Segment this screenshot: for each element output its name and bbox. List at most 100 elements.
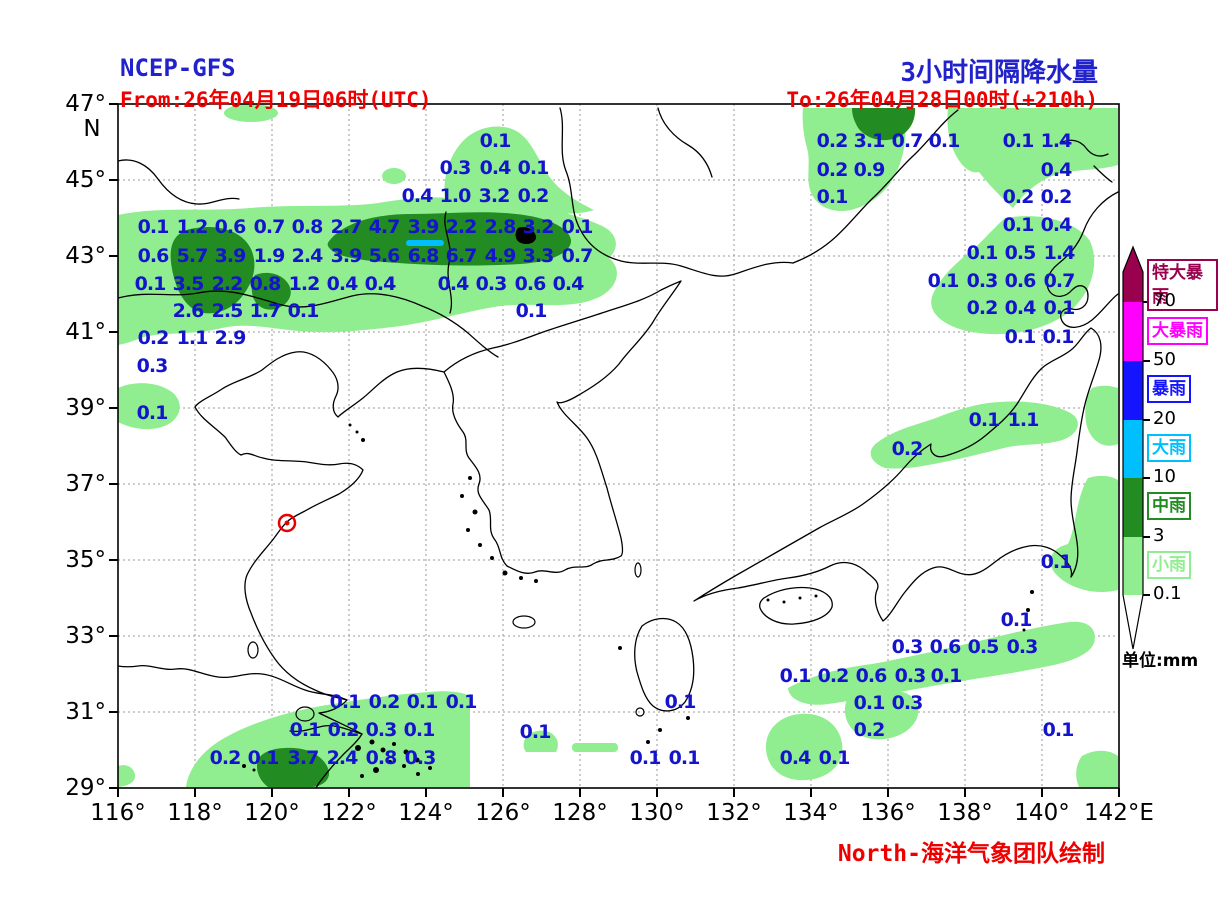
valid-from-time: From:26年04月19日06时(UTC): [120, 88, 432, 112]
precip-value-label: 0.2: [368, 691, 401, 713]
x-tick-label: 136°: [860, 800, 916, 826]
precip-value-label: 0.2: [817, 665, 850, 687]
valid-to-time: To:26年04月28日00时(+210h): [786, 88, 1098, 112]
precip-value-label: 1.4: [1043, 242, 1076, 264]
precip-value-label: 0.2: [209, 747, 242, 769]
precip-value-label: 0.1: [1000, 609, 1033, 631]
border-line: [444, 211, 453, 314]
precip-value-label: 0.3: [966, 270, 999, 292]
precip-value-label: 0.1: [1002, 214, 1035, 236]
legend-threshold-label: 70: [1153, 290, 1176, 311]
precip-value-label: 3.2: [522, 216, 555, 238]
x-tick-label: 120°: [244, 800, 300, 826]
precip-value-label: 0.4: [552, 273, 585, 295]
legend-category-label: 中雨: [1147, 492, 1191, 520]
precip-value-label: 0.2: [517, 185, 550, 207]
x-tick-label: 142°E: [1084, 800, 1154, 826]
precip-value-label: 0.4: [479, 157, 512, 179]
precip-value-label: 0.2: [966, 297, 999, 319]
precip-value-label: 5.6: [368, 245, 401, 267]
precip-value-label: 2.4: [291, 245, 324, 267]
tsushima-island: [634, 562, 642, 578]
precip-heavy-rain-patch: [406, 240, 444, 246]
precip-value-label: 3.5: [172, 273, 205, 295]
y-tick-label: 29°: [65, 775, 106, 801]
x-tick-label: 140°: [1014, 800, 1070, 826]
precip-value-label: 0.2: [1040, 186, 1073, 208]
precip-value-label: 0.3: [365, 719, 398, 741]
precip-value-label: 0.2: [137, 327, 170, 349]
precip-value-label: 1.0: [439, 185, 472, 207]
precip-value-label: 3.9: [407, 216, 440, 238]
y-tick-label: 47°: [65, 91, 106, 117]
precip-value-label: 0.1: [966, 242, 999, 264]
legend-threshold-label: 50: [1153, 349, 1176, 370]
precip-value-label: 0.7: [561, 245, 594, 267]
precip-value-label: 0.1: [928, 130, 961, 152]
precip-value-label: 4.7: [368, 216, 401, 238]
y-tick-label: 41°: [65, 319, 106, 345]
precip-value-label: 2.2: [445, 216, 478, 238]
precip-value-label: 0.4: [364, 273, 397, 295]
legend-colorbar: [1122, 245, 1150, 650]
precip-value-label: 3.2: [478, 185, 511, 207]
precip-value-label: 0.1: [403, 719, 436, 741]
legend-segment: [1123, 361, 1143, 420]
legend-category-label: 特大暴雨: [1147, 259, 1218, 311]
precip-value-label: 2.6: [172, 300, 205, 322]
yangtze-river: [118, 664, 348, 701]
precip-value-label: 1.9: [253, 245, 286, 267]
legend-threshold-label: 10: [1153, 466, 1176, 487]
precip-value-label: 0.2: [816, 159, 849, 181]
precip-value-label: 0.7: [1043, 270, 1076, 292]
legend-threshold-label: 0.1: [1153, 583, 1182, 604]
precip-value-label: 0.3: [894, 665, 927, 687]
qiantang-river: [289, 724, 363, 735]
axis-ticks: [109, 103, 1120, 797]
legend-segment: [1123, 537, 1143, 595]
precip-value-label: 6.8: [407, 245, 440, 267]
lake-tai: [295, 706, 315, 722]
shikoku-outline: [758, 586, 833, 625]
x-tick-label: 118°: [167, 800, 223, 826]
precip-value-label: 0.3: [475, 273, 508, 295]
coastlines: [118, 107, 1119, 788]
x-tick-label: 116°: [90, 800, 146, 826]
precip-value-label: 0.1: [930, 665, 963, 687]
precip-value-label: 0.1: [519, 721, 552, 743]
precip-value-label: 0.1: [517, 157, 550, 179]
precip-value-label: 0.1: [287, 300, 320, 322]
legend-unit: 单位:mm: [1122, 651, 1199, 671]
y-tick-label: 33°: [65, 623, 106, 649]
precip-value-label: 1.4: [1040, 130, 1073, 152]
precip-value-label: 3.3: [522, 245, 555, 267]
precip-value-label: 0.1: [1002, 130, 1035, 152]
precip-value-label: 0.1: [1042, 719, 1075, 741]
precip-value-label: 0.2: [891, 438, 924, 460]
y-tick-label: 37°: [65, 471, 106, 497]
x-tick-label: 134°: [783, 800, 839, 826]
precip-value-label: 0.6: [214, 216, 247, 238]
precip-value-label: 0.1: [1040, 551, 1073, 573]
precip-value-label: 2.4: [326, 747, 359, 769]
precip-value-label: 0.6: [514, 273, 547, 295]
precip-value-label: 3.7: [287, 747, 320, 769]
legend-threshold-label: 3: [1153, 525, 1165, 546]
y-tick-label: 39°: [65, 395, 106, 421]
precip-value-label: 0.4: [401, 185, 434, 207]
precip-value-label: 0.2: [816, 130, 849, 152]
precip-value-label: 0.7: [891, 130, 924, 152]
precip-value-label: 3.9: [214, 245, 247, 267]
border-line: [559, 107, 794, 277]
legend-threshold-label: 20: [1153, 408, 1176, 429]
precip-value-label: 0.1: [137, 216, 170, 238]
precip-value-label: 0.8: [291, 216, 324, 238]
precip-value-label: 0.9: [853, 159, 886, 181]
precip-value-label: 2.9: [214, 327, 247, 349]
precip-value-label: 0.1: [968, 409, 1001, 431]
precip-value-label: 0.1: [668, 747, 701, 769]
precip-value-label: 0.6: [137, 245, 170, 267]
precip-value-label: 0.1: [818, 747, 851, 769]
